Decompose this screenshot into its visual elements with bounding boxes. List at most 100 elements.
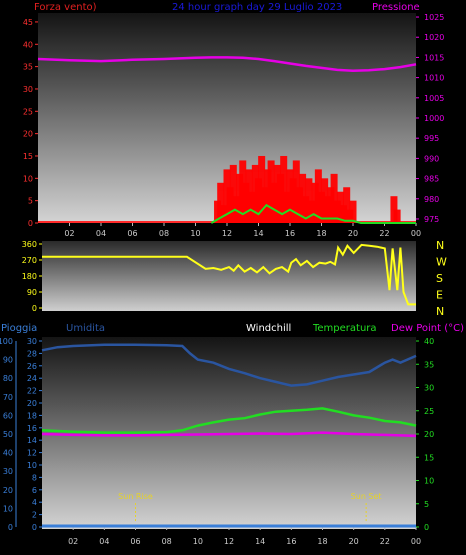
rain-tick-label: 50 [3, 430, 13, 439]
wind-gust-bar [343, 187, 351, 223]
x-tick-label: 14 [253, 229, 263, 238]
x-tick-label: 12 [224, 537, 234, 546]
wind-tick-label: 0 [28, 219, 33, 228]
temperature-axis-ticks: 0 5 10 15 20 25 30 35 40 [416, 337, 434, 532]
wind-gust-bar [217, 182, 225, 223]
humidity-tick-label: 2 [32, 511, 37, 520]
humidity-tick-label: 28 [27, 349, 37, 358]
temperature-tick-label: 5 [424, 500, 429, 509]
rain-axis-ticks: 0 10 20 30 40 50 60 70 80 90 100 [0, 337, 17, 532]
x-tick-label: 10 [190, 229, 200, 238]
pressure-tick-label: 985 [424, 175, 439, 184]
humidity-line [41, 343, 417, 387]
panel1-x-ticks: 02 04 06 08 10 12 14 16 18 20 22 00 [64, 223, 421, 238]
wind-axis-ticks: 0 5 10 15 20 25 30 35 40 45 [23, 18, 38, 228]
pressure-tick-label: 1025 [424, 13, 444, 22]
humidity-tick-label: 10 [27, 461, 37, 470]
x-tick-label: 20 [348, 229, 358, 238]
pressure-line [37, 56, 417, 72]
x-tick-label: 22 [379, 229, 389, 238]
pressure-tick-label: 1020 [424, 33, 444, 42]
temperature-tick-label: 25 [424, 407, 434, 416]
wind-gust-bar [349, 200, 357, 223]
x-tick-label: 04 [96, 229, 106, 238]
panel1-series [37, 56, 417, 224]
humidity-tick-label: 4 [32, 498, 37, 507]
windchill-label: Windchill [246, 323, 291, 334]
x-tick-label: 06 [130, 537, 140, 546]
wind-direction-plot-area [42, 241, 416, 311]
wind-gust-bar [390, 196, 398, 223]
compass-label: S [436, 272, 443, 285]
pressure-tick-label: 1000 [424, 114, 444, 123]
x-tick-label: 20 [349, 537, 359, 546]
temperature-tick-label: 10 [424, 477, 434, 486]
humidity-tick-label: 0 [32, 523, 37, 532]
temperature-tick-label: 15 [424, 453, 434, 462]
x-tick-label: 00 [411, 229, 421, 238]
temperature-tick-label: 35 [424, 360, 434, 369]
wind-tick-label: 25 [23, 107, 33, 116]
rain-tick-label: 90 [3, 356, 13, 365]
x-tick-label: 08 [162, 537, 172, 546]
x-tick-label: 18 [316, 229, 326, 238]
wind-tick-label: 45 [23, 18, 33, 27]
x-tick-label: 02 [64, 229, 74, 238]
humidity-tick-label: 20 [27, 399, 37, 408]
rain-tick-label: 70 [3, 393, 13, 402]
humidity-tick-label: 18 [27, 411, 37, 420]
rain-tick-label: 60 [3, 411, 13, 420]
humidity-tick-label: 24 [27, 374, 37, 383]
direction-axis-ticks: 0 90 180 270 360 [22, 240, 42, 313]
rain-tick-label: 40 [3, 449, 13, 458]
direction-tick-label: 180 [22, 272, 37, 281]
wind-tick-label: 30 [23, 85, 33, 94]
wind-tick-label: 15 [23, 152, 33, 161]
temperature-label: Temperatura [312, 323, 377, 334]
humidity-tick-label: 12 [27, 449, 37, 458]
x-tick-label: 22 [380, 537, 390, 546]
x-tick-label: 18 [317, 537, 327, 546]
sun-annotation-label: Sun Rise [118, 492, 153, 501]
wind-gust-bar [330, 173, 338, 223]
x-tick-label: 04 [99, 537, 109, 546]
pressure-axis-label: Pressione [372, 2, 420, 13]
humidity-tick-label: 8 [32, 473, 37, 482]
x-tick-label: 06 [127, 229, 137, 238]
panel3-x-ticks: 02 04 06 08 10 12 14 16 18 20 22 00 [68, 527, 421, 546]
x-tick-label: 02 [68, 537, 78, 546]
x-tick-label: 00 [411, 537, 421, 546]
rain-tick-label: 10 [3, 504, 13, 513]
pressure-tick-label: 1005 [424, 94, 444, 103]
humidity-tick-label: 30 [27, 337, 37, 346]
pressure-tick-label: 980 [424, 195, 439, 204]
rain-tick-label: 30 [3, 467, 13, 476]
humidity-tick-label: 22 [27, 387, 37, 396]
wind-axis-label: Forza vento) [34, 2, 97, 13]
chart-title: 24 hour graph day 29 Luglio 2023 [172, 2, 342, 13]
x-tick-label: 16 [285, 229, 295, 238]
direction-tick-label: 270 [22, 256, 37, 265]
direction-series [42, 243, 416, 306]
pressure-axis-ticks: 975 980 985 990 995 1000 1005 1010 1015 1020 1025 [416, 13, 444, 224]
rain-tick-label: 0 [8, 523, 13, 532]
wind-tick-label: 40 [23, 40, 33, 49]
x-tick-label: 10 [193, 537, 203, 546]
rain-axis-label: Pioggia [1, 323, 37, 334]
wind-gust-bar [280, 155, 288, 223]
direction-tick-label: 360 [22, 240, 37, 249]
sun-annotation-label: Sun Set [351, 492, 382, 501]
pressure-tick-label: 990 [424, 154, 439, 163]
temperature-tick-label: 0 [424, 523, 429, 532]
temperature-tick-label: 30 [424, 384, 434, 393]
wind-gust-bar [393, 209, 401, 223]
temperature-tick-label: 40 [424, 337, 434, 346]
humidity-tick-label: 26 [27, 362, 37, 371]
wind-tick-label: 5 [28, 197, 33, 206]
panel3-series [41, 343, 417, 528]
direction-tick-label: 90 [27, 288, 37, 297]
compass-label: W [436, 256, 447, 269]
